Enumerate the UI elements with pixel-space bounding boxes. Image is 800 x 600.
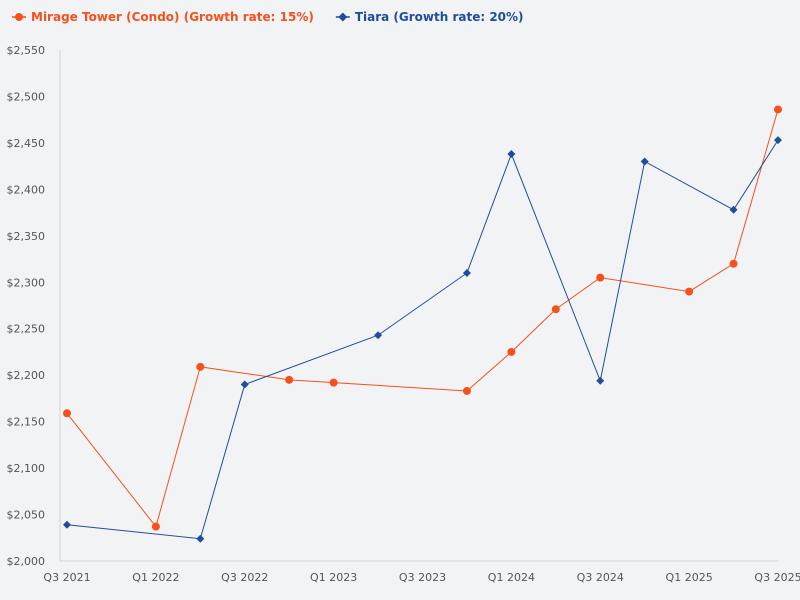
- x-tick-label: Q1 2025: [666, 571, 713, 584]
- series-line: [66, 139, 779, 540]
- legend-label: Tiara (Growth rate: 20%): [355, 10, 524, 24]
- y-tick-label: $2,250: [7, 323, 46, 336]
- data-point[interactable]: [240, 380, 249, 389]
- data-point[interactable]: [196, 362, 205, 371]
- y-tick-label: $2,500: [7, 90, 46, 103]
- series-line: [66, 109, 779, 528]
- series-1: [63, 105, 782, 531]
- legend-circle-marker: [15, 13, 23, 21]
- series-2: [63, 136, 782, 543]
- y-tick-labels: $2,000 $2,050 $2,100 $2,150 $2,200 $2,250 $2,3…: [7, 44, 46, 568]
- data-point[interactable]: [596, 376, 605, 385]
- data-point[interactable]: [640, 157, 649, 166]
- data-point[interactable]: [507, 150, 516, 159]
- y-tick-label: $2,050: [7, 509, 46, 522]
- legend: Mirage Tower (Condo) (Growth rate: 15%) T…: [12, 10, 524, 24]
- data-point[interactable]: [774, 136, 782, 145]
- data-point[interactable]: [374, 331, 383, 340]
- y-tick-label: $2,150: [7, 416, 46, 429]
- data-point[interactable]: [196, 534, 205, 543]
- y-tick-label: $2,200: [7, 369, 46, 382]
- data-point[interactable]: [462, 268, 471, 277]
- data-point[interactable]: [596, 273, 605, 282]
- x-tick-label: Q1 2022: [132, 571, 179, 584]
- x-tick-label: Q3 2022: [221, 571, 268, 584]
- x-tick-label: Q1 2023: [310, 571, 357, 584]
- x-tick-label: Q1 2024: [488, 571, 535, 584]
- data-point[interactable]: [462, 386, 471, 395]
- x-tick-label: Q3 2021: [43, 571, 90, 584]
- data-point[interactable]: [729, 259, 738, 268]
- legend-item[interactable]: Tiara (Growth rate: 20%): [335, 10, 524, 24]
- x-tick-label: Q3 2023: [399, 571, 446, 584]
- y-tick-label: $2,400: [7, 183, 46, 196]
- x-tick-labels: Q3 2021 Q1 2022 Q3 2022 Q1 2023 Q3 2023 Q1 20…: [43, 571, 800, 584]
- y-tick-label: $2,350: [7, 230, 46, 243]
- data-point[interactable]: [685, 287, 694, 296]
- data-point[interactable]: [63, 409, 71, 418]
- data-point[interactable]: [151, 522, 160, 531]
- data-point[interactable]: [551, 305, 560, 314]
- legend-diamond-marker: [338, 12, 348, 22]
- data-point[interactable]: [285, 375, 294, 384]
- data-point[interactable]: [774, 105, 782, 114]
- y-tick-label: $2,550: [7, 44, 46, 57]
- data-point[interactable]: [63, 520, 71, 529]
- x-tick-label: Q3 2024: [577, 571, 624, 584]
- data-point[interactable]: [329, 378, 338, 387]
- data-point[interactable]: [729, 205, 738, 214]
- plot-area: [63, 105, 782, 543]
- legend-item[interactable]: Mirage Tower (Condo) (Growth rate: 15%): [12, 10, 314, 24]
- y-tick-label: $2,450: [7, 137, 46, 150]
- y-tick-label: $2,100: [7, 462, 46, 475]
- y-tick-label: $2,000: [7, 555, 46, 568]
- axes: [59, 50, 778, 562]
- x-tick-label: Q3 2025: [754, 571, 800, 584]
- data-point[interactable]: [507, 347, 516, 356]
- y-tick-label: $2,300: [7, 276, 46, 289]
- legend-label: Mirage Tower (Condo) (Growth rate: 15%): [31, 10, 314, 24]
